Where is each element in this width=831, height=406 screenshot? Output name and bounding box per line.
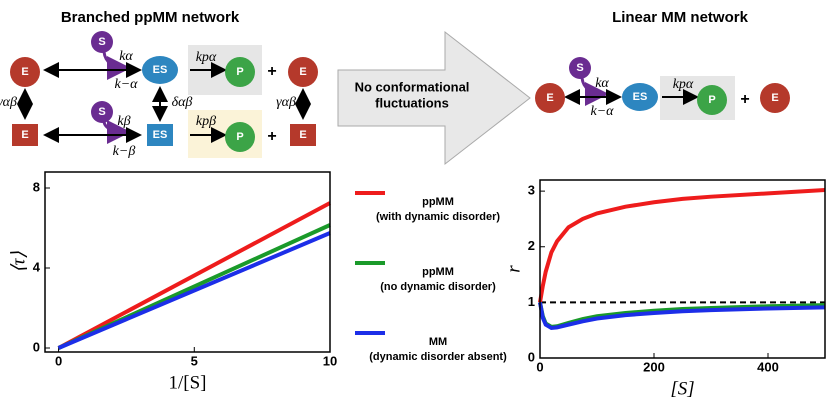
x-tick-label: 10 bbox=[323, 353, 337, 368]
series-line bbox=[57, 201, 331, 350]
rate-label: k−β bbox=[113, 144, 136, 159]
plot-frame bbox=[539, 179, 826, 359]
node-label: ES bbox=[153, 129, 168, 141]
node-label: E bbox=[21, 129, 28, 141]
x-tick-label: 0 bbox=[55, 353, 62, 368]
node-shape bbox=[10, 57, 40, 87]
node-label: P bbox=[236, 66, 243, 78]
arrow-text: fluctuations bbox=[375, 95, 449, 110]
node-label: E bbox=[771, 92, 778, 104]
x-axis-label: 1/[S] bbox=[169, 372, 207, 393]
node-label: ES bbox=[633, 91, 648, 103]
x-tick-label: 5 bbox=[191, 353, 198, 368]
node-label: S bbox=[576, 62, 583, 74]
rate-label: δαβ bbox=[172, 95, 193, 110]
node-label: E bbox=[299, 66, 306, 78]
node-shape bbox=[288, 57, 318, 87]
node-shape bbox=[142, 56, 178, 84]
legend-entry: MM (dynamic disorder absent) bbox=[369, 336, 507, 363]
y-tick-label: 2 bbox=[528, 238, 535, 253]
title: Linear MM network bbox=[612, 9, 749, 26]
node-label: E bbox=[546, 92, 553, 104]
node-shape bbox=[622, 83, 658, 111]
node-label: S bbox=[98, 106, 105, 118]
node-label: P bbox=[236, 131, 243, 143]
series-line bbox=[538, 188, 826, 303]
node-label: S bbox=[98, 36, 105, 48]
rate-label: γαβ bbox=[0, 95, 17, 110]
rate-label: kpα bbox=[196, 50, 217, 65]
x-tick-label: 400 bbox=[757, 359, 779, 374]
big-arrow bbox=[337, 30, 531, 166]
y-tick-label: 4 bbox=[33, 259, 41, 274]
y-tick-label: 1 bbox=[528, 294, 535, 309]
legend-entry: ppMM (no dynamic disorder) bbox=[380, 266, 496, 293]
rate-label: k−α bbox=[114, 77, 138, 92]
plus: + bbox=[267, 128, 276, 145]
node-shape bbox=[91, 101, 113, 123]
node-shape bbox=[225, 122, 255, 152]
node-label: ES bbox=[153, 64, 168, 76]
series-line bbox=[538, 302, 826, 331]
x-tick-label: 0 bbox=[536, 359, 543, 374]
node-shape bbox=[225, 57, 255, 87]
rate-label: k−α bbox=[590, 104, 614, 119]
node-label: E bbox=[21, 66, 28, 78]
y-tick-label: 0 bbox=[528, 349, 535, 364]
y-axis-label: r bbox=[503, 265, 524, 273]
node-shape bbox=[12, 124, 38, 146]
node-shape bbox=[290, 124, 316, 146]
rate-label: γαβ bbox=[276, 95, 296, 110]
arrow-text: No conformational bbox=[355, 79, 470, 94]
node-shape bbox=[535, 83, 565, 113]
node-shape bbox=[760, 83, 790, 113]
rate-label: kpβ bbox=[196, 114, 216, 129]
legend-entry: ppMM (with dynamic disorder) bbox=[375, 196, 501, 223]
node-shape bbox=[569, 57, 591, 79]
title: Branched ppMM network bbox=[61, 9, 240, 26]
rate-label: kβ bbox=[117, 114, 130, 129]
plus: + bbox=[267, 63, 276, 80]
series-line bbox=[57, 231, 331, 350]
y-tick-label: 3 bbox=[528, 183, 535, 198]
y-tick-label: 0 bbox=[33, 339, 40, 354]
node-shape bbox=[91, 31, 113, 53]
node-shape bbox=[147, 124, 173, 146]
y-tick-label: 8 bbox=[33, 179, 40, 194]
plus: + bbox=[740, 91, 749, 108]
rate-label: kpα bbox=[673, 77, 694, 92]
node-label: P bbox=[708, 94, 715, 106]
rate-label: kα bbox=[595, 76, 609, 91]
x-tick-label: 200 bbox=[643, 359, 665, 374]
y-axis-label: ⟨τ⟩ bbox=[8, 251, 29, 273]
node-shape bbox=[697, 85, 727, 115]
plot-frame bbox=[44, 171, 331, 353]
rate-label: kα bbox=[119, 49, 133, 64]
node-label: E bbox=[299, 129, 306, 141]
x-axis-label: [S] bbox=[670, 378, 694, 399]
